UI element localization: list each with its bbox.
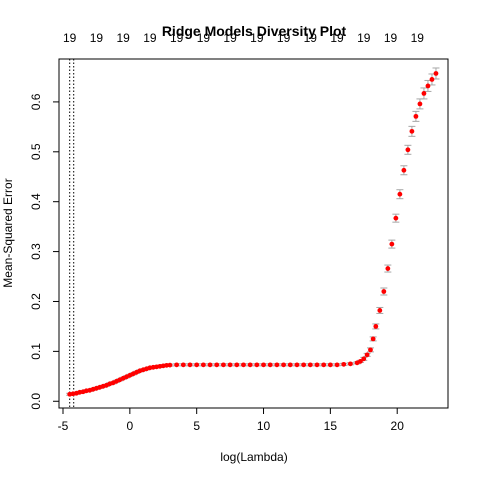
- top-axis-label: 19: [330, 31, 344, 45]
- data-point: [227, 362, 233, 368]
- data-point: [381, 289, 387, 294]
- data-point: [214, 362, 220, 368]
- data-point: [281, 362, 286, 368]
- y-tick-label: 0.0: [29, 393, 43, 410]
- y-tick-label: 0.6: [29, 93, 43, 110]
- data-point: [421, 91, 427, 96]
- data-point: [361, 356, 367, 362]
- y-axis: 0.0 0.1 0.2 0.3 0.4 0.5 0.6: [29, 93, 60, 410]
- x-axis: -5 0 5 10 15 20: [58, 407, 405, 433]
- data-point: [207, 362, 213, 368]
- x-tick-label: 15: [324, 419, 338, 433]
- data-point: [341, 361, 347, 367]
- data-point: [389, 241, 395, 247]
- data-point: [200, 362, 206, 368]
- top-axis-label: 19: [170, 31, 184, 45]
- data-point: [187, 362, 193, 368]
- data-point: [221, 362, 226, 368]
- top-axis-label: 19: [223, 31, 237, 45]
- data-point: [377, 308, 383, 313]
- y-tick-label: 0.2: [29, 293, 43, 310]
- data-point: [358, 358, 363, 364]
- data-point: [433, 71, 439, 76]
- top-axis-label: 19: [277, 31, 291, 45]
- data-point: [429, 77, 435, 82]
- top-axis-label: 19: [250, 31, 264, 45]
- data-points: [67, 71, 439, 397]
- top-axis-label: 19: [357, 31, 371, 45]
- data-point: [180, 362, 186, 368]
- top-axis-label: 19: [384, 31, 398, 45]
- data-point: [301, 362, 307, 368]
- y-tick-label: 0.1: [29, 343, 43, 360]
- data-point: [370, 336, 376, 342]
- data-point: [327, 362, 333, 368]
- data-point: [274, 362, 280, 368]
- data-point: [234, 362, 240, 368]
- error-bars: [66, 67, 440, 396]
- plot-frame: [58, 58, 449, 409]
- data-point: [247, 362, 253, 368]
- data-point: [294, 362, 300, 368]
- data-point: [174, 362, 180, 368]
- data-point: [425, 83, 431, 89]
- x-axis-label: log(Lambda): [220, 450, 287, 464]
- data-point: [334, 362, 340, 368]
- data-point: [194, 362, 200, 368]
- data-point: [348, 361, 353, 367]
- y-tick-label: 0.4: [29, 193, 43, 210]
- x-tick-label: 10: [257, 419, 271, 433]
- top-axis-label: 19: [116, 31, 130, 45]
- data-point: [368, 347, 373, 353]
- y-axis-label: Mean-Squared Error: [1, 178, 15, 287]
- data-point: [417, 101, 423, 107]
- chart-title: Ridge Models Diversity Plot: [162, 23, 347, 39]
- reference-lines: [69, 59, 75, 408]
- top-axis-label: 19: [197, 31, 211, 45]
- data-point: [401, 167, 407, 173]
- data-point: [241, 362, 246, 368]
- data-point: [307, 362, 313, 368]
- data-point: [413, 113, 419, 119]
- data-point: [364, 352, 370, 358]
- data-point: [267, 362, 273, 368]
- y-tick-label: 0.3: [29, 243, 43, 260]
- x-tick-label: 20: [391, 419, 405, 433]
- data-point: [385, 266, 391, 271]
- x-tick-label: 5: [193, 419, 200, 433]
- data-point: [254, 362, 260, 368]
- x-tick-label: -5: [58, 419, 69, 433]
- data-point: [405, 147, 411, 153]
- data-point: [287, 362, 293, 368]
- data-point: [261, 362, 266, 368]
- y-tick-label: 0.5: [29, 143, 43, 160]
- top-axis-label: 19: [63, 31, 77, 45]
- data-point: [409, 128, 415, 134]
- data-point: [397, 191, 403, 197]
- data-point: [314, 362, 320, 368]
- x-tick-label: 0: [127, 419, 134, 433]
- data-point: [321, 362, 327, 368]
- top-axis-label: 19: [90, 31, 104, 45]
- data-point: [393, 215, 399, 221]
- top-axis-label: 19: [143, 31, 157, 45]
- top-axis: 19 19 19 19 19 19 19 19 19 19 19 19 19 19: [63, 31, 424, 45]
- top-axis-label: 19: [304, 31, 318, 45]
- top-axis-label: 19: [411, 31, 425, 45]
- data-point: [167, 362, 173, 368]
- data-point: [373, 324, 379, 329]
